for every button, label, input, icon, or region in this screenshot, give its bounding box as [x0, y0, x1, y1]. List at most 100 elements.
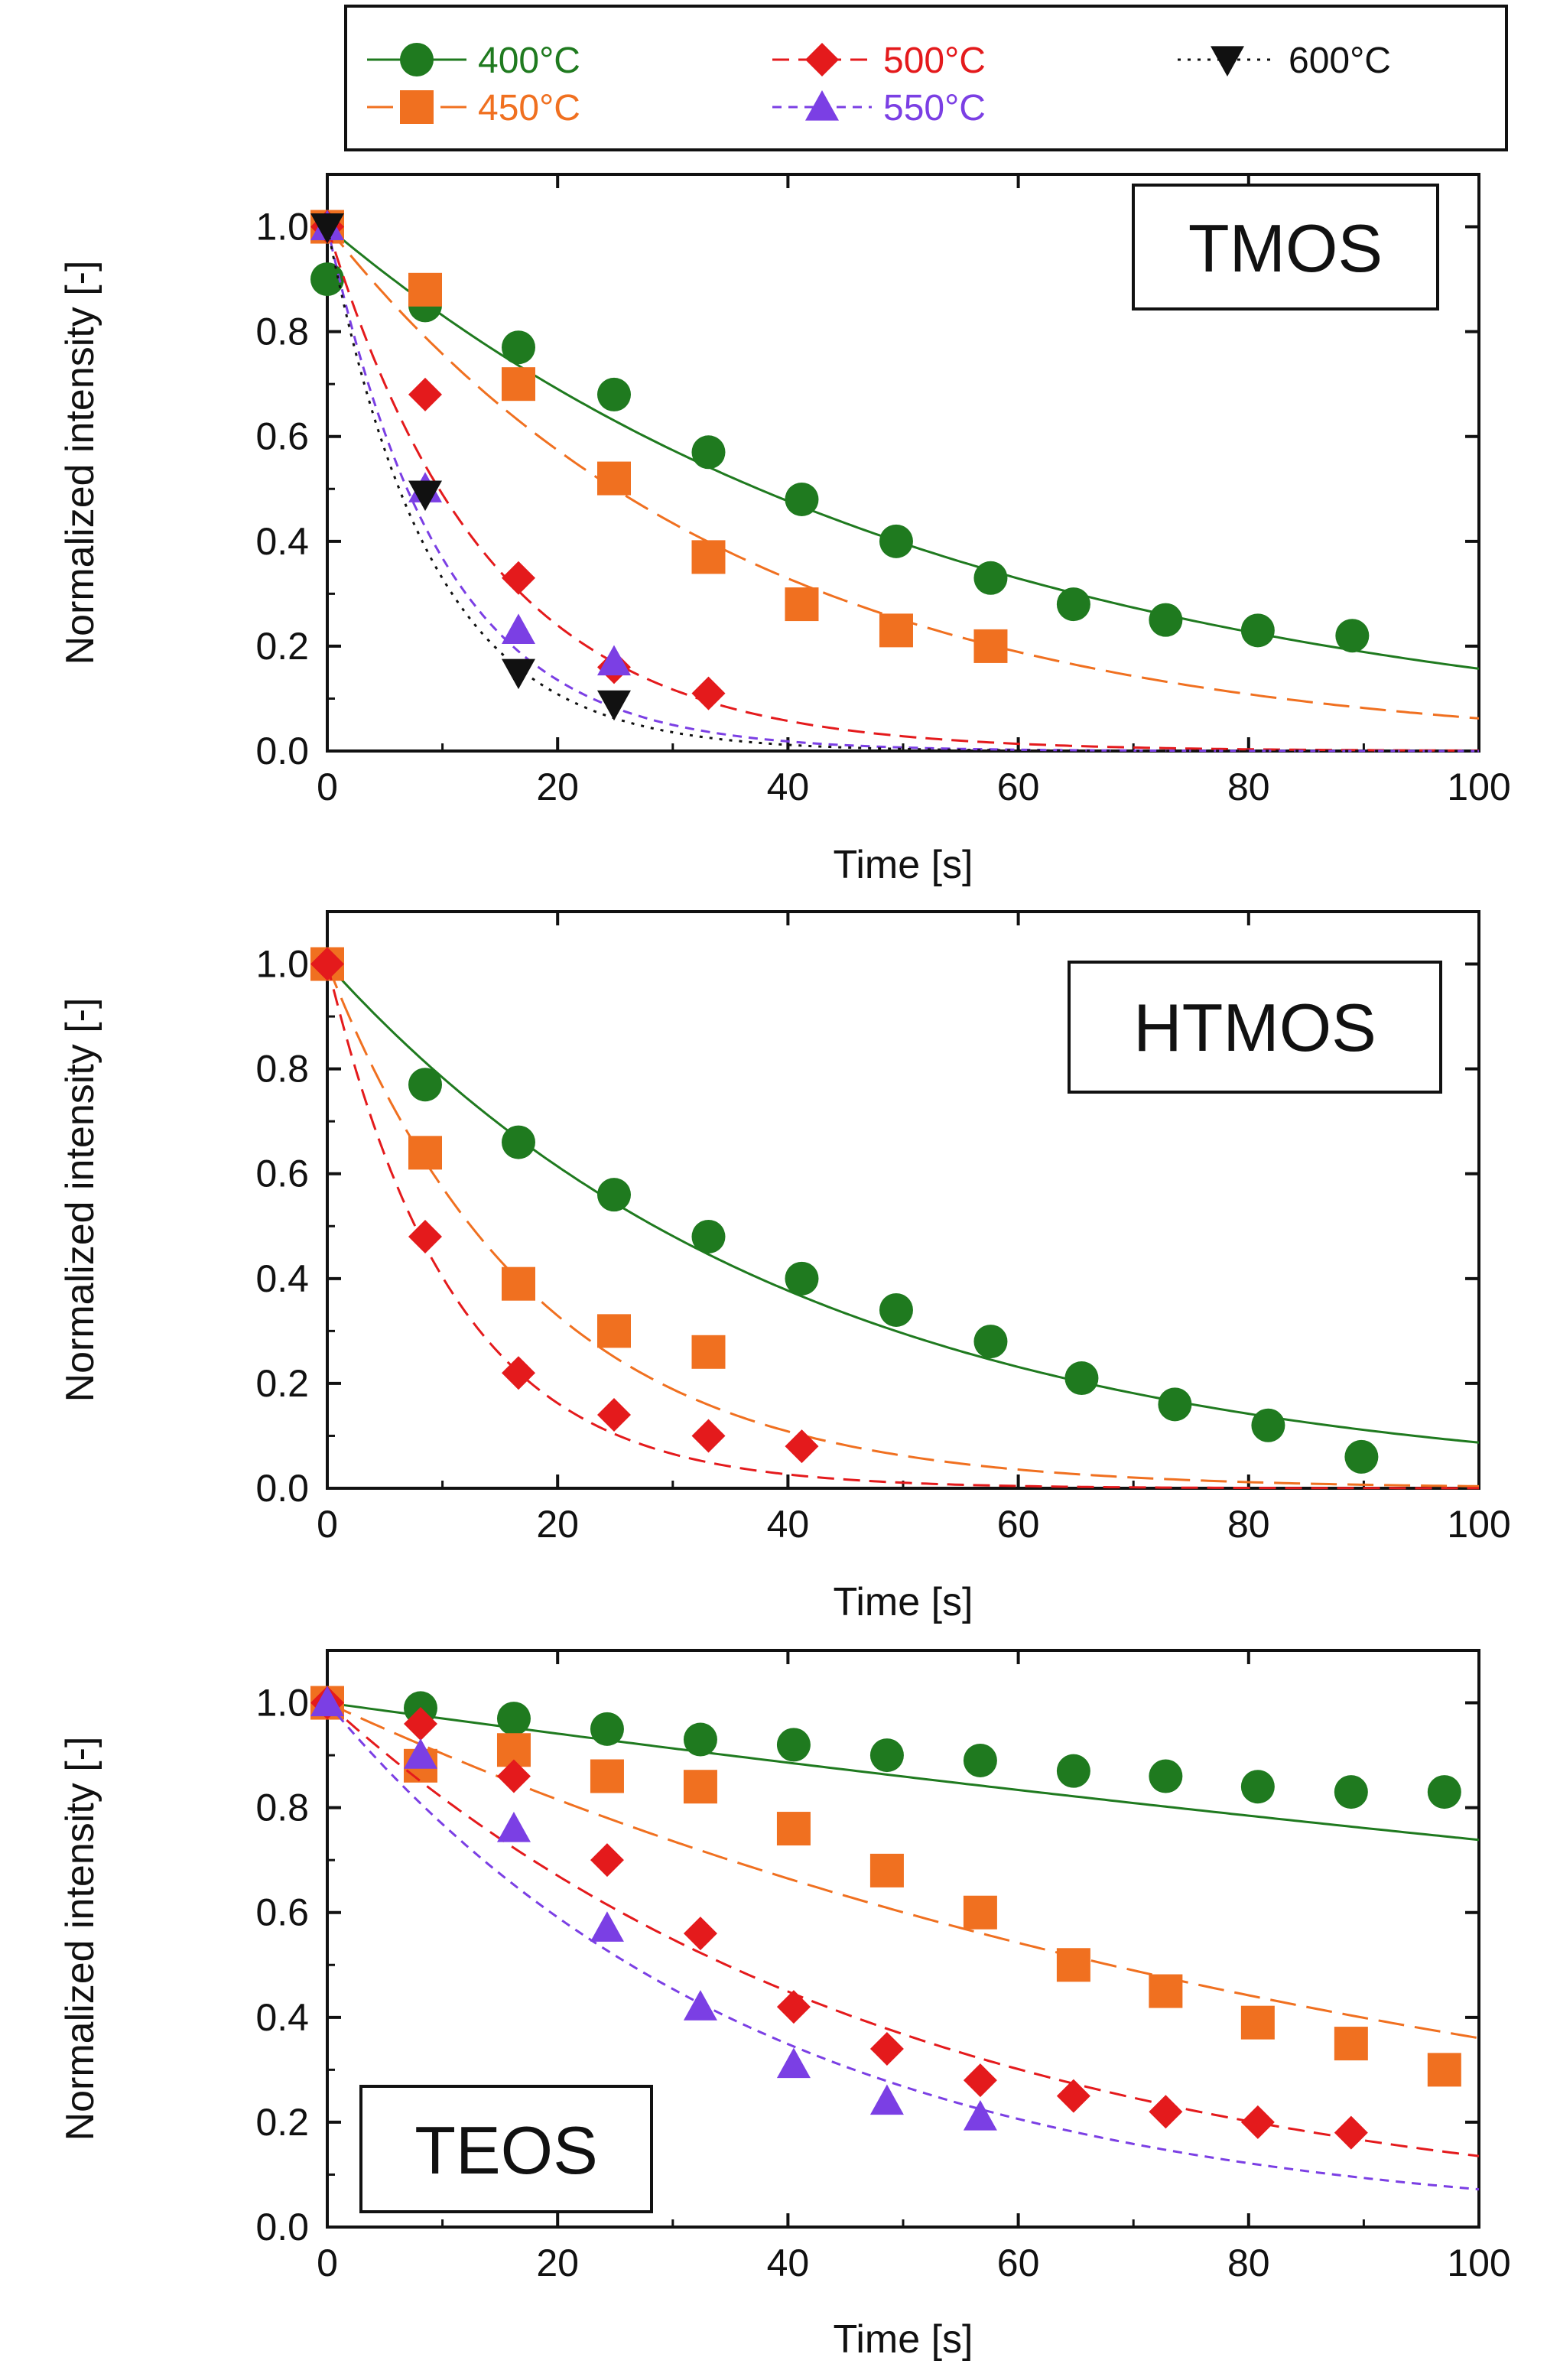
y-tick-label-tmos-0.4: 0.4: [255, 520, 309, 563]
y-tick-label-tmos-0.6: 0.6: [255, 415, 309, 458]
point-tmos-400c-0: [310, 262, 344, 297]
point-teos-400c-5: [776, 1728, 811, 1762]
point-tmos-450c-7: [973, 629, 1008, 663]
point-teos-500c-1: [403, 1706, 437, 1741]
point-teos-550c-7: [963, 2100, 997, 2131]
point-tmos-400c-3: [596, 377, 631, 411]
point-teos-500c-3: [590, 1843, 624, 1878]
point-tmos-400c-8: [1056, 587, 1090, 622]
point-tmos-600c-0: [310, 213, 344, 244]
point-htmos-400c-11: [1344, 1439, 1379, 1474]
point-teos-400c-12: [1427, 1775, 1461, 1809]
point-htmos-400c-2: [501, 1125, 535, 1159]
point-htmos-500c-0: [310, 947, 344, 981]
point-teos-450c-3: [590, 1759, 624, 1793]
legend-entry-500c: 500°C: [772, 41, 986, 81]
point-tmos-450c-3: [596, 461, 631, 496]
point-teos-400c-8: [1056, 1754, 1090, 1788]
legend-frame: [344, 5, 1508, 151]
point-teos-500c-2: [496, 1759, 531, 1793]
point-teos-550c-6: [869, 2084, 904, 2115]
point-teos-500c-7: [963, 2063, 997, 2098]
y-tick-label-htmos-0.4: 0.4: [255, 1257, 309, 1300]
point-tmos-600c-3: [596, 690, 631, 721]
legend-marker-450c: [400, 90, 434, 124]
legend-label-450c: 450°C: [478, 88, 580, 128]
y-axis-label-teos: Normalized intensity [-]: [58, 1737, 102, 2141]
point-tmos-400c-7: [973, 561, 1008, 595]
point-teos-550c-1: [403, 1738, 437, 1769]
panel-label-htmos: HTMOS: [1133, 990, 1376, 1065]
series-htmos-500c: [310, 947, 1479, 1490]
point-teos-500c-9: [1149, 2095, 1183, 2129]
point-tmos-500c-2: [501, 561, 535, 595]
point-tmos-500c-1: [408, 377, 443, 411]
point-htmos-400c-9: [1158, 1387, 1192, 1422]
y-tick-label-teos-0.8: 0.8: [255, 1787, 309, 1829]
point-htmos-400c-5: [785, 1261, 819, 1296]
point-htmos-400c-7: [973, 1325, 1008, 1359]
y-tick-label-teos-1.0: 1.0: [255, 1682, 309, 1725]
legend-label-600c: 600°C: [1289, 41, 1391, 81]
x-tick-label-tmos-20: 20: [536, 766, 579, 808]
panel-label-box-teos: [359, 2085, 653, 2213]
point-tmos-500c-4: [691, 676, 726, 710]
point-tmos-400c-2: [501, 330, 535, 365]
point-htmos-500c-2: [501, 1356, 535, 1390]
point-teos-400c-3: [590, 1712, 624, 1746]
point-tmos-400c-4: [691, 435, 726, 470]
panel-label-box-tmos: [1132, 184, 1439, 311]
point-teos-500c-8: [1056, 2079, 1090, 2113]
point-tmos-450c-6: [879, 613, 913, 648]
x-tick-label-tmos-0: 0: [317, 766, 338, 808]
y-tick-label-teos-0.4: 0.4: [255, 1996, 309, 2039]
x-tick-label-teos-20: 20: [536, 2242, 579, 2284]
y-tick-label-tmos-0.2: 0.2: [255, 625, 309, 668]
point-teos-500c-5: [776, 1990, 811, 2024]
legend: 400°C 450°C 500°C 550°C 600°C: [344, 5, 1508, 151]
point-tmos-450c-2: [501, 367, 535, 402]
fit-curve-teos-550c: [326, 1702, 1480, 2191]
point-teos-500c-11: [1334, 2115, 1368, 2150]
point-teos-400c-11: [1334, 1775, 1368, 1809]
point-teos-400c-6: [869, 1738, 904, 1773]
panel-label-tmos: TMOS: [1188, 210, 1383, 286]
series-tmos-600c: [310, 213, 1479, 753]
point-teos-550c-4: [683, 1990, 717, 2021]
x-axis-label-htmos: Time [s]: [834, 1580, 973, 1624]
point-tmos-400c-10: [1240, 613, 1275, 648]
y-tick-label-tmos-0.0: 0.0: [255, 730, 309, 772]
y-tick-label-teos-0.0: 0.0: [255, 2206, 309, 2248]
point-tmos-400c-5: [785, 482, 819, 516]
point-htmos-500c-5: [785, 1429, 819, 1464]
point-teos-450c-5: [776, 1812, 811, 1846]
point-htmos-400c-10: [1251, 1408, 1285, 1442]
fit-curve-tmos-600c: [326, 226, 1479, 753]
y-tick-label-tmos-0.8: 0.8: [255, 311, 309, 353]
point-teos-400c-9: [1149, 1759, 1183, 1793]
point-tmos-600c-2: [501, 658, 535, 690]
y-tick-label-teos-0.2: 0.2: [255, 2101, 309, 2144]
legend-marker-400c: [400, 43, 434, 76]
x-tick-label-htmos-40: 40: [767, 1503, 810, 1546]
legend-entry-600c: 600°C: [1178, 41, 1391, 81]
point-teos-500c-10: [1240, 2105, 1275, 2139]
point-teos-450c-8: [1056, 1948, 1090, 1982]
point-htmos-400c-4: [691, 1219, 726, 1253]
legend-label-400c: 400°C: [478, 41, 580, 81]
legend-marker-500c: [805, 43, 839, 76]
x-tick-label-teos-100: 100: [1447, 2242, 1510, 2284]
point-teos-450c-10: [1240, 2005, 1275, 2040]
point-teos-550c-2: [496, 1812, 531, 1842]
x-tick-label-teos-40: 40: [767, 2242, 810, 2284]
y-tick-label-htmos-0.8: 0.8: [255, 1048, 309, 1091]
point-teos-550c-0: [310, 1686, 344, 1717]
point-tmos-400c-6: [879, 524, 913, 558]
point-teos-500c-4: [683, 1917, 717, 1951]
point-teos-450c-9: [1149, 1974, 1183, 2008]
point-teos-400c-2: [496, 1702, 531, 1736]
point-teos-400c-4: [683, 1722, 717, 1757]
legend-entry-400c: 400°C: [367, 41, 580, 81]
